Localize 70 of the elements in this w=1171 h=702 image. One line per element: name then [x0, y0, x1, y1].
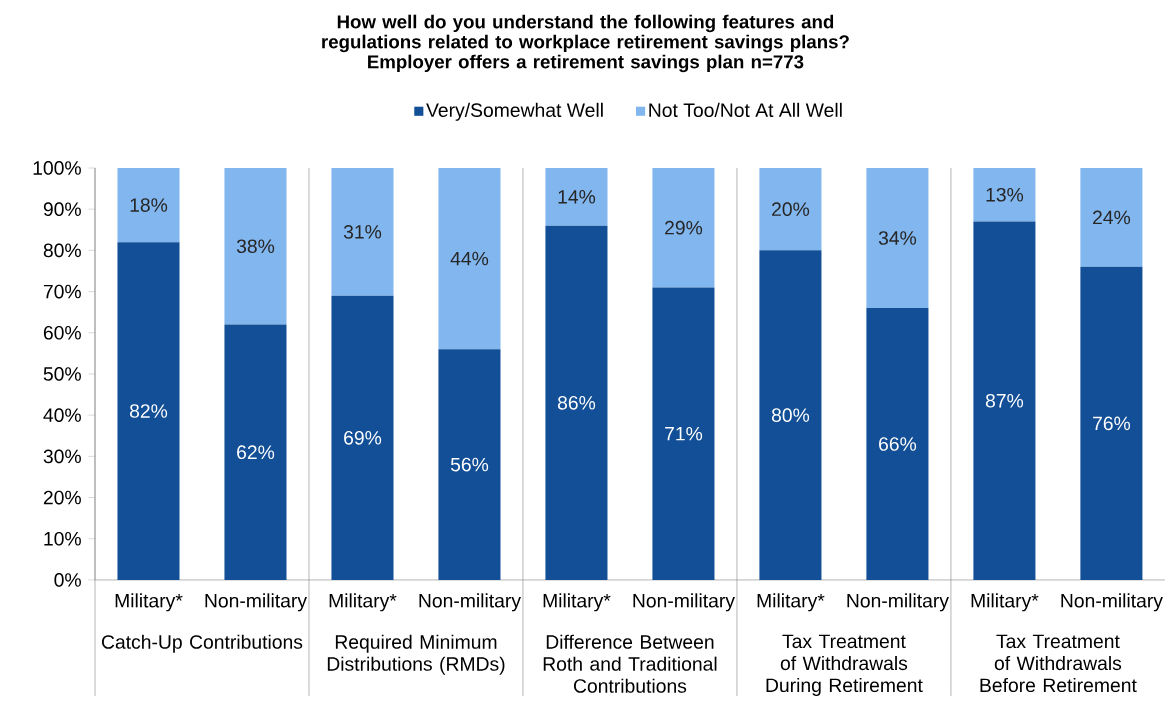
data-label: 80%	[771, 408, 810, 422]
data-label: 20%	[772, 202, 810, 216]
bar	[759, 250, 822, 580]
text: Catch-Up Contributions	[101, 634, 303, 653]
bar	[438, 349, 501, 580]
bar	[438, 167, 501, 350]
legend-label: Not Too/Not At All Well	[649, 102, 842, 117]
bar	[331, 295, 394, 580]
x-tick-label: Military*	[971, 593, 1039, 612]
y-tick-label: 40%	[43, 408, 81, 422]
bar	[652, 287, 715, 580]
text: Difference Between Roth and Traditional Contributions	[543, 634, 717, 693]
y-tick-label: 70%	[43, 284, 81, 299]
x-tick-label: Non-military	[205, 593, 307, 612]
y-tick-label: 30%	[43, 449, 81, 463]
bar	[866, 307, 929, 580]
x-tick-label: Military*	[757, 593, 825, 612]
data-label: 82%	[129, 403, 168, 418]
data-label: 87%	[985, 393, 1024, 408]
data-label: 56%	[450, 457, 489, 472]
x-tick-label: Military*	[115, 593, 183, 612]
data-label: 13%	[986, 187, 1024, 202]
y-tick-label: 90%	[43, 202, 81, 216]
text: Tax Treatment of Withdrawals Before Retirement	[980, 634, 1137, 692]
bar	[652, 167, 715, 288]
data-label: 66%	[879, 436, 917, 451]
x-tick-label: Non-military	[847, 593, 949, 612]
y-tick-label: 60%	[43, 325, 81, 340]
bar	[759, 167, 822, 251]
data-label: 18%	[130, 198, 168, 212]
chart-subtitle: Employer offers a retirement savings plan n=773	[368, 54, 804, 72]
x-tick-label: Non-military	[419, 593, 521, 612]
bar	[973, 167, 1036, 222]
data-label: 62%	[237, 445, 275, 459]
y-tick-label: 0%	[54, 572, 81, 587]
data-label: 76%	[1093, 416, 1131, 431]
data-label: 69%	[344, 430, 382, 445]
bar	[1080, 167, 1143, 267]
bar	[866, 167, 929, 308]
x-tick-label: Non-military	[633, 593, 735, 612]
bar	[117, 167, 180, 242]
bar	[545, 167, 608, 226]
bar	[224, 324, 287, 580]
bar	[973, 221, 1036, 580]
data-label: 31%	[343, 224, 382, 239]
bar	[224, 167, 287, 325]
data-label: 24%	[1093, 210, 1131, 225]
bar	[545, 225, 608, 580]
data-label: 34%	[878, 230, 917, 245]
text: Required Minimum Distributions (RMDs)	[327, 634, 505, 675]
y-tick-label: 10%	[44, 531, 81, 546]
y-tick-label: 100%	[33, 160, 81, 175]
data-label: 44%	[450, 251, 489, 266]
bar	[1080, 266, 1143, 580]
text: Tax Treatment of Withdrawals During Retirement	[766, 634, 923, 696]
data-label: 38%	[236, 239, 275, 253]
x-tick-label: Military*	[329, 593, 397, 612]
legend-label: Very/Somewhat Well	[426, 102, 603, 121]
x-tick-label: Military*	[543, 593, 611, 612]
data-label: 14%	[558, 189, 596, 204]
x-tick-label: Non-military	[1061, 593, 1163, 612]
y-tick-label: 50%	[43, 366, 81, 381]
bar	[117, 241, 180, 580]
bar	[331, 167, 394, 296]
y-tick-label: 80%	[43, 243, 81, 258]
data-label: 86%	[557, 395, 596, 410]
chart-title: How well do you understand the following features and regulations related to workplace retirement savings plans?	[322, 14, 849, 52]
data-label: 71%	[665, 426, 703, 441]
data-label: 29%	[665, 220, 703, 235]
y-tick-label: 20%	[43, 490, 81, 505]
